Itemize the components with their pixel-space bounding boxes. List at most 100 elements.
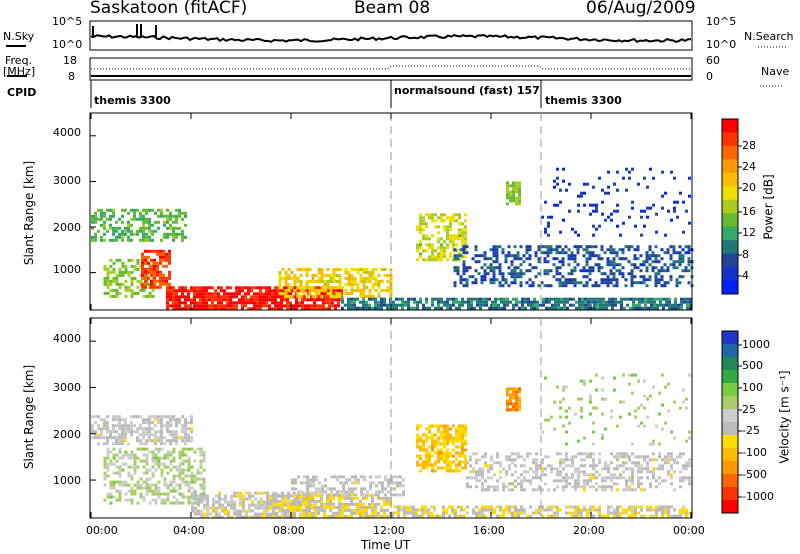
heat-cell bbox=[293, 277, 297, 280]
heat-cell bbox=[115, 424, 118, 428]
heat-cell bbox=[670, 218, 673, 222]
heat-cell bbox=[449, 427, 452, 431]
heat-cell bbox=[375, 475, 378, 479]
heat-cell bbox=[284, 283, 288, 286]
heat-cell bbox=[148, 418, 151, 422]
heat-cell bbox=[443, 424, 446, 428]
heat-cell bbox=[335, 514, 338, 518]
heat-cell bbox=[532, 511, 535, 515]
heat-cell bbox=[455, 234, 458, 238]
heat-cell bbox=[625, 188, 628, 192]
heat-cell bbox=[422, 445, 425, 449]
heat-cell bbox=[577, 476, 580, 480]
heat-cell bbox=[136, 261, 140, 265]
heat-cell bbox=[130, 492, 134, 496]
heat-cell bbox=[350, 508, 353, 512]
heat-cell bbox=[256, 286, 259, 290]
heat-cell bbox=[643, 458, 646, 462]
heat-cell bbox=[641, 306, 644, 310]
heat-cell bbox=[671, 303, 674, 307]
heat-cell bbox=[287, 268, 291, 271]
heat-cell bbox=[139, 433, 142, 437]
heat-cell bbox=[139, 447, 143, 451]
heat-cell bbox=[148, 226, 151, 230]
heat-cell bbox=[239, 515, 242, 519]
heat-cell bbox=[331, 304, 334, 308]
heat-cell bbox=[589, 479, 592, 483]
heat-cell bbox=[159, 285, 162, 289]
heat-cell bbox=[452, 297, 455, 301]
heat-cell bbox=[332, 274, 336, 277]
heat-cell bbox=[443, 439, 446, 443]
heat-cell bbox=[677, 303, 680, 307]
heat-cell bbox=[650, 303, 653, 307]
heat-cell bbox=[595, 476, 598, 480]
heat-cell bbox=[547, 215, 550, 219]
heat-cell bbox=[449, 225, 452, 229]
heat-cell bbox=[178, 214, 181, 218]
heat-cell bbox=[362, 277, 366, 280]
heat-cell bbox=[495, 257, 499, 261]
heat-cell bbox=[625, 485, 628, 489]
heat-cell bbox=[434, 213, 437, 217]
heat-cell bbox=[517, 508, 520, 512]
heat-cell bbox=[347, 496, 350, 500]
heat-cell bbox=[166, 232, 169, 236]
heat-cell bbox=[654, 257, 658, 261]
heat-cell bbox=[653, 300, 656, 304]
heat-cell bbox=[425, 306, 428, 310]
heat-cell bbox=[181, 295, 184, 299]
heat-cell bbox=[422, 448, 425, 452]
heat-cell bbox=[565, 188, 568, 192]
heat-cell bbox=[290, 286, 294, 289]
heat-cell bbox=[145, 480, 149, 484]
heat-cell bbox=[515, 387, 518, 391]
heat-cell bbox=[187, 295, 190, 299]
heat-cell bbox=[378, 475, 381, 479]
heat-cell bbox=[347, 300, 350, 304]
heat-cell bbox=[169, 223, 172, 227]
heat-cell bbox=[568, 464, 571, 468]
heat-cell bbox=[534, 266, 538, 270]
heat-cell bbox=[118, 285, 122, 289]
heat-cell bbox=[565, 385, 568, 389]
heat-cell bbox=[317, 280, 321, 283]
heat-cell bbox=[181, 495, 185, 499]
heat-cell bbox=[311, 295, 315, 298]
heat-cell bbox=[492, 269, 496, 273]
heat-cell bbox=[603, 251, 607, 255]
heat-cell bbox=[178, 211, 181, 215]
heat-cell bbox=[625, 467, 628, 471]
heat-cell bbox=[162, 276, 165, 280]
heat-cell bbox=[206, 515, 209, 519]
heat-cell bbox=[430, 505, 433, 509]
heat-cell bbox=[602, 306, 605, 310]
heat-cell bbox=[124, 418, 127, 422]
heat-cell bbox=[338, 274, 342, 277]
heat-cell bbox=[153, 267, 156, 271]
heat-cell bbox=[106, 270, 110, 274]
heat-cell bbox=[453, 269, 457, 273]
heat-cell bbox=[425, 454, 428, 458]
heat-cell bbox=[156, 261, 159, 265]
heat-cell bbox=[224, 500, 227, 504]
heat-cell bbox=[458, 424, 461, 428]
nave-tick-top: 60 bbox=[706, 54, 720, 67]
heat-cell bbox=[595, 206, 598, 210]
heat-cell bbox=[664, 455, 667, 459]
heat-cell bbox=[595, 406, 598, 410]
heat-cell bbox=[518, 306, 521, 310]
heat-cell bbox=[402, 493, 405, 497]
heat-cell bbox=[464, 255, 467, 259]
heat-cell bbox=[513, 254, 517, 258]
heat-cell bbox=[300, 481, 303, 485]
heat-cell bbox=[631, 167, 634, 171]
heat-cell bbox=[187, 489, 191, 493]
heat-cell bbox=[665, 297, 668, 301]
heat-cell bbox=[577, 467, 580, 471]
heat-cell bbox=[133, 492, 137, 496]
heat-cell bbox=[496, 514, 499, 518]
heat-cell bbox=[278, 286, 282, 289]
heat-cell bbox=[672, 248, 676, 252]
heat-cell bbox=[490, 476, 493, 480]
